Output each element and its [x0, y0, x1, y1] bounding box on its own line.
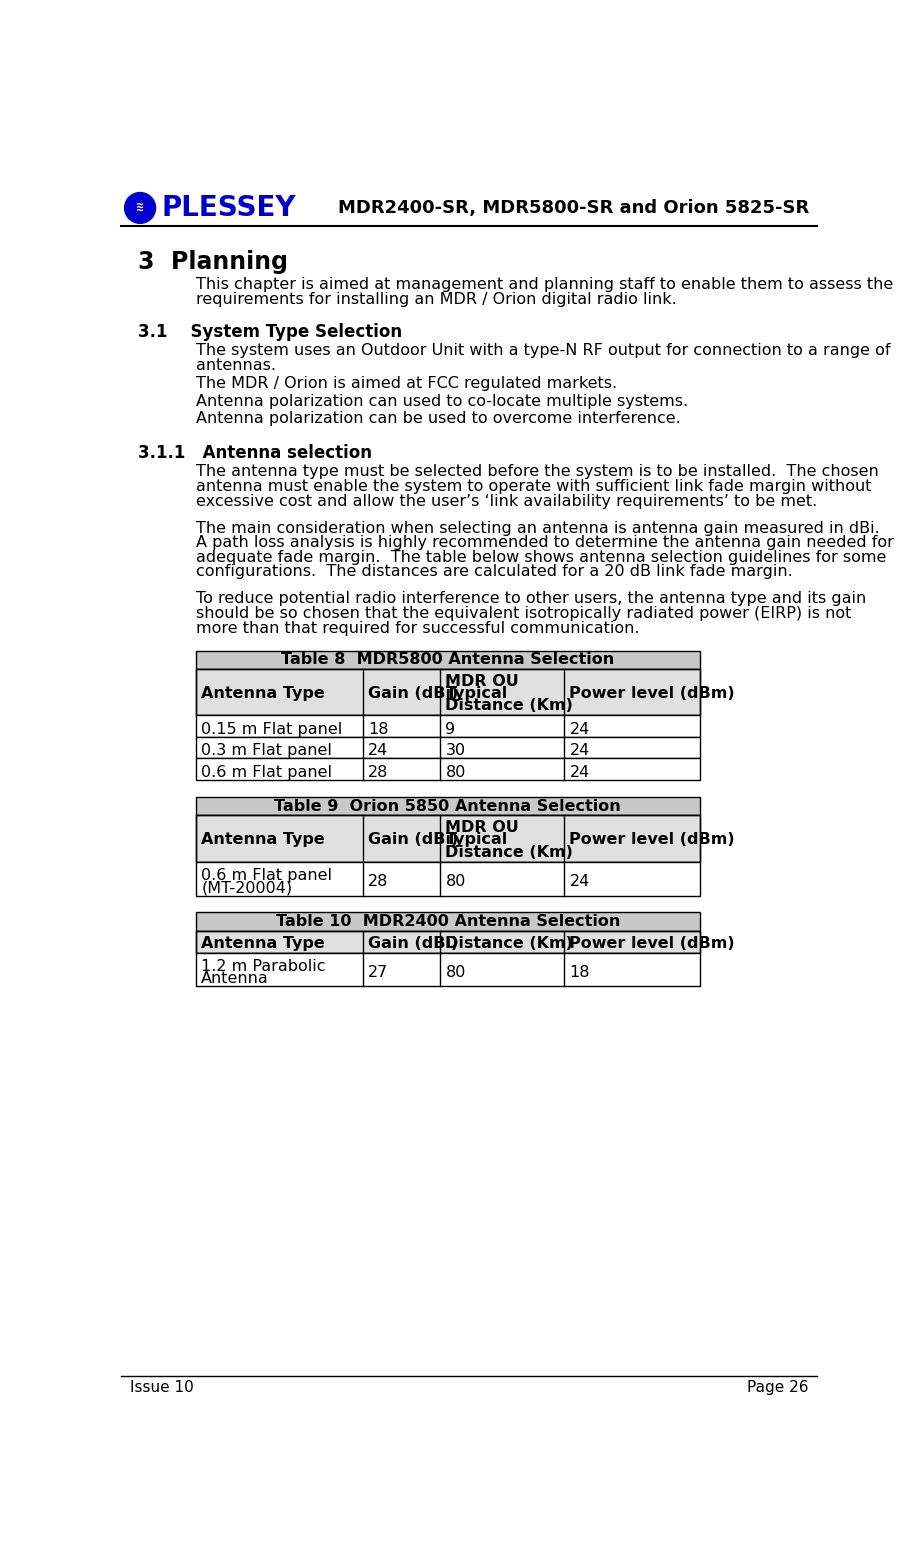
- Text: antenna must enable the system to operate with sufficient link fade margin witho: antenna must enable the system to operat…: [196, 479, 871, 493]
- Bar: [196, 738, 700, 758]
- Text: Distance (Km): Distance (Km): [445, 935, 573, 951]
- Text: 9: 9: [445, 722, 455, 736]
- Text: 3.1    System Type Selection: 3.1 System Type Selection: [137, 324, 402, 341]
- Text: antennas.: antennas.: [196, 359, 276, 373]
- Text: ~: ~: [136, 207, 144, 216]
- Text: Table 8  MDR5800 Antenna Selection: Table 8 MDR5800 Antenna Selection: [281, 653, 615, 667]
- Text: Table 10  MDR2400 Antenna Selection: Table 10 MDR2400 Antenna Selection: [276, 915, 620, 929]
- Text: Antenna Type: Antenna Type: [202, 833, 325, 847]
- Text: 0.3 m Flat panel: 0.3 m Flat panel: [202, 744, 333, 758]
- Text: (MT-20004): (MT-20004): [202, 880, 292, 896]
- Bar: [196, 797, 700, 816]
- Text: Table 9  Orion 5850 Antenna Selection: Table 9 Orion 5850 Antenna Selection: [275, 799, 621, 814]
- Bar: [196, 861, 700, 896]
- Text: MDR2400-SR, MDR5800-SR and Orion 5825-SR: MDR2400-SR, MDR5800-SR and Orion 5825-SR: [338, 199, 809, 218]
- Text: adequate fade margin.  The table below shows antenna selection guidelines for so: adequate fade margin. The table below sh…: [196, 550, 887, 565]
- Text: Gain (dBi): Gain (dBi): [368, 686, 458, 702]
- Text: requirements for installing an MDR / Orion digital radio link.: requirements for installing an MDR / Ori…: [196, 291, 677, 307]
- Bar: [196, 651, 700, 669]
- Text: Distance (Km): Distance (Km): [445, 698, 573, 714]
- Text: A path loss analysis is highly recommended to determine the antenna gain needed : A path loss analysis is highly recommend…: [196, 536, 894, 550]
- Text: Typical: Typical: [445, 686, 507, 702]
- Text: Typical: Typical: [445, 833, 507, 847]
- Text: The main consideration when selecting an antenna is antenna gain measured in dBi: The main consideration when selecting an…: [196, 520, 879, 536]
- Text: Antenna polarization can used to co-locate multiple systems.: Antenna polarization can used to co-loca…: [196, 393, 688, 409]
- Text: ~: ~: [136, 204, 144, 213]
- Text: 28: 28: [368, 874, 388, 889]
- Bar: [196, 669, 700, 716]
- Text: Antenna polarization can be used to overcome interference.: Antenna polarization can be used to over…: [196, 412, 681, 426]
- Text: MDR OU: MDR OU: [445, 673, 519, 689]
- Text: 24: 24: [570, 744, 590, 758]
- Text: 0.15 m Flat panel: 0.15 m Flat panel: [202, 722, 343, 736]
- Text: 24: 24: [570, 874, 590, 889]
- Text: more than that required for successful communication.: more than that required for successful c…: [196, 620, 639, 636]
- Bar: [196, 758, 700, 780]
- Text: 24: 24: [368, 744, 388, 758]
- Text: 24: 24: [570, 722, 590, 736]
- Text: Power level (dBm): Power level (dBm): [570, 686, 735, 702]
- Text: excessive cost and allow the user’s ‘link availability requirements’ to be met.: excessive cost and allow the user’s ‘lin…: [196, 493, 817, 509]
- Text: PLESSEY: PLESSEY: [161, 194, 296, 222]
- Text: 80: 80: [445, 874, 466, 889]
- Text: 0.6 m Flat panel: 0.6 m Flat panel: [202, 764, 333, 780]
- Text: Distance (Km): Distance (Km): [445, 844, 573, 860]
- Text: Antenna Type: Antenna Type: [202, 686, 325, 702]
- Text: Gain (dBi): Gain (dBi): [368, 935, 458, 951]
- Bar: [196, 816, 700, 861]
- Bar: [196, 816, 700, 861]
- Text: 3  Planning: 3 Planning: [137, 249, 288, 274]
- Text: 1.2 m Parabolic: 1.2 m Parabolic: [202, 958, 326, 974]
- Circle shape: [125, 193, 156, 224]
- Text: 24: 24: [570, 764, 590, 780]
- Text: 80: 80: [445, 764, 466, 780]
- Text: 30: 30: [445, 744, 465, 758]
- Text: The antenna type must be selected before the system is to be installed.  The cho: The antenna type must be selected before…: [196, 465, 878, 479]
- Text: MDR OU: MDR OU: [445, 821, 519, 835]
- Text: 18: 18: [368, 722, 388, 736]
- Text: Power level (dBm): Power level (dBm): [570, 935, 735, 951]
- Bar: [196, 930, 700, 952]
- Text: The MDR / Orion is aimed at FCC regulated markets.: The MDR / Orion is aimed at FCC regulate…: [196, 376, 617, 392]
- Text: ~: ~: [136, 200, 144, 210]
- Bar: [196, 952, 700, 987]
- Text: 28: 28: [368, 764, 388, 780]
- Bar: [196, 716, 700, 738]
- Text: 27: 27: [368, 965, 388, 980]
- Text: Antenna: Antenna: [202, 971, 269, 987]
- Bar: [196, 669, 700, 716]
- Text: Page 26: Page 26: [747, 1380, 809, 1395]
- Text: configurations.  The distances are calculated for a 20 dB link fade margin.: configurations. The distances are calcul…: [196, 564, 792, 579]
- Text: 80: 80: [445, 965, 466, 980]
- Text: should be so chosen that the equivalent isotropically radiated power (EIRP) is n: should be so chosen that the equivalent …: [196, 606, 851, 622]
- Bar: [196, 930, 700, 952]
- Text: Gain (dBi): Gain (dBi): [368, 833, 458, 847]
- Text: 3.1.1   Antenna selection: 3.1.1 Antenna selection: [137, 445, 372, 462]
- Text: 0.6 m Flat panel: 0.6 m Flat panel: [202, 868, 333, 883]
- Text: The system uses an Outdoor Unit with a type-N RF output for connection to a rang: The system uses an Outdoor Unit with a t…: [196, 343, 890, 359]
- Text: To reduce potential radio interference to other users, the antenna type and its : To reduce potential radio interference t…: [196, 592, 867, 606]
- Text: Issue 10: Issue 10: [130, 1380, 194, 1395]
- Bar: [196, 913, 700, 930]
- Text: Antenna Type: Antenna Type: [202, 935, 325, 951]
- Text: Power level (dBm): Power level (dBm): [570, 833, 735, 847]
- Text: This chapter is aimed at management and planning staff to enable them to assess : This chapter is aimed at management and …: [196, 277, 893, 293]
- Text: 18: 18: [570, 965, 590, 980]
